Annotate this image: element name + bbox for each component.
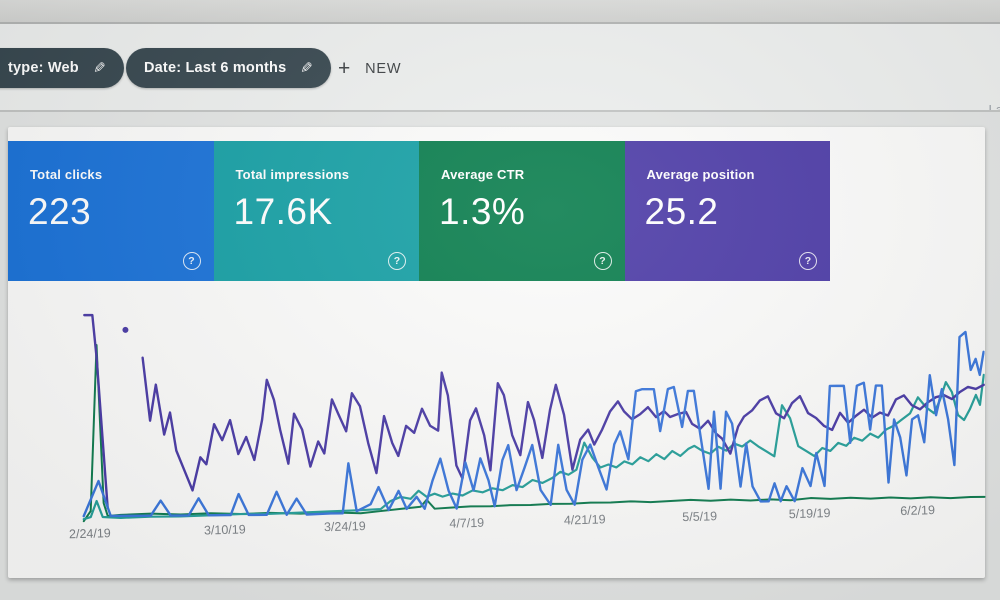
date-filter-label: Date: Last 6 months [144,60,287,76]
help-icon[interactable]: ? [799,252,817,270]
x-axis-label: 5/19/19 [788,506,831,522]
performance-panel: Total clicks 223 ? Total impressions 17.… [8,127,986,578]
help-icon[interactable]: ? [593,252,612,270]
card-label: Total clicks [30,167,103,182]
edit-pencil-icon: ✎ [300,60,314,77]
toolbar-divider [0,110,1000,112]
x-axis-label: 4/7/19 [449,515,485,531]
average-position-card[interactable]: Average position 25.2 ? [624,141,830,281]
total-impressions-card[interactable]: Total impressions 17.6K ? [213,141,419,281]
card-value: 1.3% [439,191,526,232]
content-area: Total clicks 223 ? Total impressions 17.… [0,112,1000,600]
metric-cards-row: Total clicks 223 ? Total impressions 17.… [8,141,830,281]
date-filter-chip[interactable]: Date: Last 6 months ✎ [126,48,332,88]
new-filter-button[interactable]: + NEW [338,56,401,82]
filter-toolbar: type: Web ✎ Date: Last 6 months ✎ + NEW … [0,24,1000,112]
x-axis-label: 6/2/19 [900,503,936,519]
performance-chart[interactable] [79,297,986,523]
card-value: 17.6K [233,191,333,232]
search-type-filter-label: type: Web [8,60,79,76]
average-ctr-card[interactable]: Average CTR 1.3% ? [419,141,625,281]
card-label: Average position [646,167,755,182]
x-axis-label: 2/24/19 [68,526,111,542]
help-icon[interactable]: ? [388,252,406,270]
card-value: 25.2 [644,191,719,232]
x-axis-label: 3/24/19 [323,519,366,535]
help-icon[interactable]: ? [182,252,201,270]
x-axis-label: 5/5/19 [682,509,718,525]
card-label: Average CTR [441,167,525,182]
card-label: Total impressions [235,167,350,182]
x-axis-label: 4/21/19 [563,512,606,528]
x-axis-label: 3/10/19 [203,522,246,538]
plus-icon: + [338,57,352,80]
last-updated-fragment: La [988,102,1000,112]
new-filter-label: NEW [365,61,402,77]
total-clicks-card[interactable]: Total clicks 223 ? [8,141,214,281]
browser-top-edge [0,0,1000,24]
card-value: 223 [28,191,92,232]
edit-pencil-icon: ✎ [92,60,106,77]
search-type-filter-chip[interactable]: type: Web ✎ [0,48,124,88]
